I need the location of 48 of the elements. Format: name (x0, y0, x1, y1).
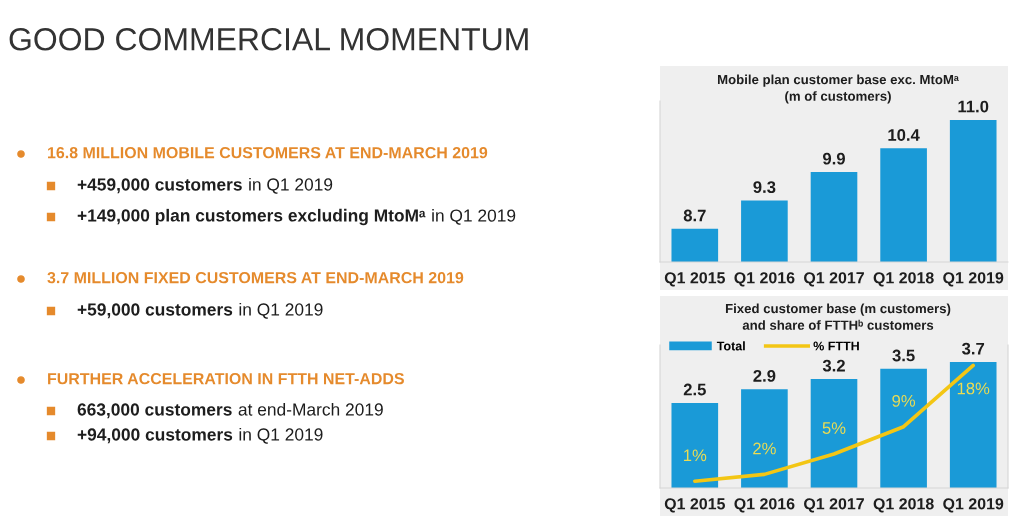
data-label: 2.5 (683, 383, 706, 396)
text: in Q1 2019 (432, 208, 516, 225)
x-tick-label: Q1 2015 (664, 498, 725, 513)
text: 663,000 customers (77, 403, 232, 419)
legend-label: Total (716, 341, 745, 351)
x-tick-label: Q1 2015 (664, 272, 725, 287)
x-tick-label: Q1 2018 (873, 272, 934, 287)
text: GOOD COMMERCIAL MOMENTUM (9, 27, 528, 51)
data-label: 3.5 (892, 349, 915, 362)
chart-title: Fixed customer base (m customers) and share of FTTHᵇ customers (725, 303, 951, 330)
bar (671, 402, 719, 488)
text: +59,000 customers (77, 303, 233, 319)
data-label: 1% (684, 449, 707, 462)
data-label: 9.9 (822, 152, 845, 165)
data-label: 9.3 (753, 181, 776, 193)
x-tick-label: Q1 2017 (804, 272, 864, 287)
x-tick-label: Q1 2017 (804, 498, 864, 513)
text: 16.8 MILLION MOBILE CUSTOMERS AT END-MARCH 2019 (48, 146, 488, 159)
text: in Q1 2019 (239, 302, 323, 319)
data-label: 11.0 (958, 100, 989, 113)
x-tick-label: Q1 2016 (734, 272, 795, 287)
text: in Q1 2019 (249, 177, 333, 194)
text: +149,000 plan customers excluding MtoMᵃ (77, 208, 426, 226)
x-tick-label: Q1 2018 (873, 498, 934, 513)
bar (949, 362, 997, 488)
legend-label: % FTTH (813, 341, 859, 351)
text: +459,000 customers (77, 178, 242, 194)
data-label: 2% (753, 442, 776, 455)
data-label: 8.7 (683, 209, 706, 222)
bar (741, 389, 788, 488)
data-label: 2.9 (753, 370, 776, 382)
data-label: 9% (892, 394, 916, 407)
chart-title: Mobile plan customer base exc. MtoMᵃ (m of customers) (717, 74, 959, 104)
bar (880, 368, 927, 488)
x-tick-label: Q1 2019 (943, 498, 1004, 513)
data-label: 10.4 (888, 129, 920, 141)
bar (810, 379, 858, 488)
text: 3.7 MILLION FIXED CUSTOMERS AT END-MARCH 2019 (47, 271, 464, 284)
data-label: 3.7 (962, 342, 985, 355)
x-tick-label: Q1 2019 (943, 272, 1004, 287)
text: at end-March 2019 (238, 402, 383, 416)
data-label: 18% (957, 382, 990, 395)
data-label: 3.2 (822, 359, 845, 372)
data-label: 5% (822, 422, 846, 434)
text: FURTHER ACCELERATION IN FTTH NET-ADDS (48, 372, 404, 385)
text: +94,000 customers (77, 428, 233, 444)
text: in Q1 2019 (239, 427, 323, 444)
x-tick-label: Q1 2016 (734, 498, 795, 513)
